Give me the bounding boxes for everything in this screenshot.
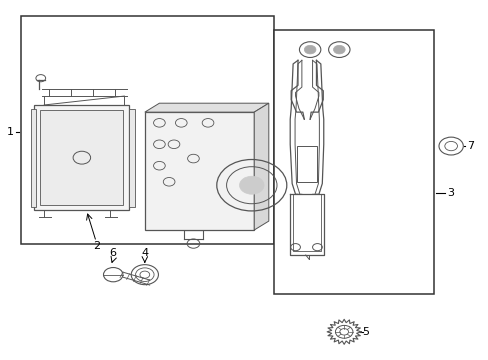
Circle shape [333,45,345,54]
Text: 4: 4 [141,248,148,258]
Circle shape [239,176,264,194]
Bar [40,111,123,205]
Text: 2: 2 [92,241,100,251]
Bar [296,146,317,182]
Bar [21,16,273,244]
Text: 7: 7 [466,141,473,151]
Bar [30,109,36,207]
Text: 5: 5 [362,327,369,337]
Text: 1: 1 [7,127,14,137]
Bar [273,30,433,294]
Bar [144,112,254,230]
Circle shape [304,45,315,54]
Text: 3: 3 [447,188,454,198]
Bar [129,109,135,207]
Polygon shape [254,103,268,230]
Bar [34,105,129,210]
Text: 6: 6 [109,248,117,258]
Polygon shape [144,103,268,112]
